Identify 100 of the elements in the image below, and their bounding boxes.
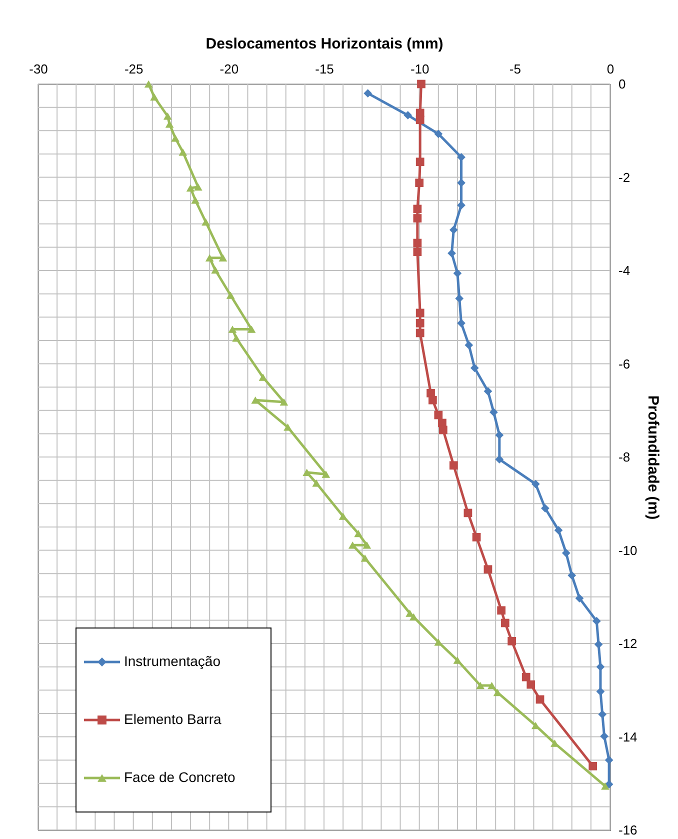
x-tick-label: -25	[124, 62, 144, 76]
point	[449, 461, 458, 470]
point	[434, 410, 443, 420]
y-axis-title: Profundidade (m)	[644, 395, 662, 520]
point	[413, 214, 422, 222]
point	[364, 89, 372, 98]
point	[562, 548, 570, 558]
point	[484, 387, 492, 396]
point	[258, 374, 268, 381]
point	[457, 153, 466, 162]
point	[554, 526, 563, 534]
y-tick-label: -2	[618, 170, 630, 185]
point	[596, 687, 605, 696]
point	[536, 695, 544, 704]
y-tick-label: -6	[618, 356, 630, 372]
point	[455, 294, 464, 303]
point	[592, 616, 601, 626]
point	[302, 468, 312, 476]
x-axis-title: Deslocamentos Horizontais (mm)	[206, 36, 444, 52]
x-tick-label: -5	[509, 62, 521, 76]
point	[228, 326, 237, 333]
point	[322, 470, 330, 478]
point	[540, 504, 550, 512]
legend-label: Elemento Barra	[124, 711, 222, 727]
point	[575, 594, 584, 602]
point	[218, 254, 228, 262]
y-tick-label: -4	[618, 263, 630, 278]
point	[495, 430, 504, 440]
point	[598, 710, 607, 719]
point	[338, 512, 348, 520]
x-tick-label: -10	[410, 62, 430, 76]
point	[470, 364, 479, 372]
point	[568, 571, 576, 580]
point	[165, 120, 174, 128]
point	[594, 640, 603, 649]
x-tick-label: -15	[315, 62, 334, 76]
point	[453, 269, 462, 278]
point	[409, 613, 418, 621]
point	[232, 334, 240, 342]
x-tick-label: -20	[220, 62, 239, 76]
point	[434, 130, 443, 138]
point	[413, 204, 422, 214]
point	[284, 424, 292, 431]
point	[596, 662, 605, 671]
point	[522, 672, 530, 682]
x-tick-label: 0	[606, 62, 614, 76]
point	[404, 111, 412, 120]
point	[495, 455, 504, 464]
point	[438, 426, 448, 434]
point	[448, 249, 456, 258]
point	[457, 201, 466, 210]
point	[211, 266, 220, 274]
point	[205, 254, 214, 262]
point	[416, 308, 424, 318]
point	[171, 134, 180, 142]
point	[360, 554, 370, 562]
point	[178, 148, 188, 156]
point	[186, 184, 195, 192]
point	[600, 732, 608, 740]
point	[601, 782, 610, 790]
y-tick-label: 0	[618, 76, 626, 92]
point	[508, 636, 516, 646]
point	[415, 178, 424, 188]
point	[526, 680, 536, 689]
point	[202, 218, 210, 226]
point	[449, 226, 458, 234]
point	[226, 292, 235, 299]
point	[191, 196, 200, 204]
y-tick-label: -8	[618, 450, 630, 464]
point	[312, 479, 321, 487]
point	[488, 682, 496, 690]
y-tick-label: -16	[618, 822, 638, 838]
point	[428, 396, 437, 404]
point	[604, 780, 614, 788]
point	[417, 80, 426, 88]
point	[150, 93, 158, 101]
point	[413, 248, 422, 256]
point	[362, 542, 372, 549]
legend-label: Instrumentação	[124, 653, 221, 669]
point	[354, 530, 363, 538]
point	[464, 508, 472, 518]
point	[497, 606, 506, 615]
y-tick-label: -12	[618, 636, 638, 651]
point	[163, 112, 172, 120]
point	[144, 80, 153, 88]
point	[476, 682, 485, 690]
y-tick-label: -14	[618, 729, 638, 744]
point	[416, 158, 424, 166]
point	[500, 618, 510, 628]
point	[472, 533, 481, 542]
y-tick-label: -10	[618, 542, 638, 558]
point	[413, 238, 422, 248]
point	[464, 340, 474, 350]
legend-label: Face de Concreto	[124, 769, 236, 785]
point	[453, 656, 462, 664]
point	[490, 408, 498, 416]
point	[604, 756, 614, 764]
point	[416, 116, 424, 124]
point	[348, 542, 357, 549]
point	[484, 565, 492, 574]
